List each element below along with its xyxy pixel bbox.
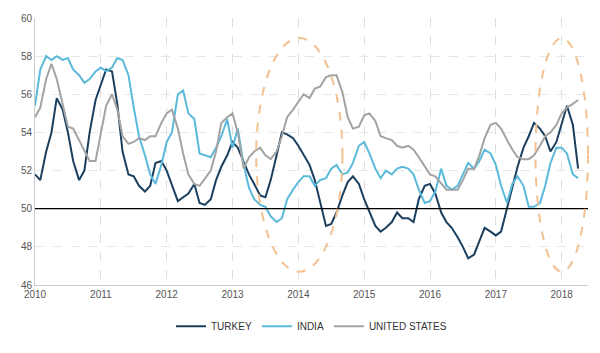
svg-text:INDIA: INDIA xyxy=(297,321,324,332)
svg-text:2018: 2018 xyxy=(551,289,574,300)
svg-text:46: 46 xyxy=(21,280,33,291)
svg-text:2014: 2014 xyxy=(287,289,310,300)
svg-text:UNITED STATES: UNITED STATES xyxy=(369,321,447,332)
svg-text:2015: 2015 xyxy=(353,289,376,300)
svg-text:2012: 2012 xyxy=(156,289,179,300)
svg-text:2017: 2017 xyxy=(485,289,508,300)
svg-text:2013: 2013 xyxy=(221,289,244,300)
svg-text:48: 48 xyxy=(21,241,33,252)
svg-text:56: 56 xyxy=(21,89,33,100)
svg-text:2011: 2011 xyxy=(90,289,112,300)
svg-text:2010: 2010 xyxy=(24,289,47,300)
svg-text:50: 50 xyxy=(21,203,33,214)
svg-text:58: 58 xyxy=(21,51,33,62)
svg-text:TURKEY: TURKEY xyxy=(211,321,252,332)
svg-text:2016: 2016 xyxy=(419,289,442,300)
svg-text:52: 52 xyxy=(21,165,33,176)
svg-text:60: 60 xyxy=(21,13,33,24)
svg-text:54: 54 xyxy=(21,127,33,138)
